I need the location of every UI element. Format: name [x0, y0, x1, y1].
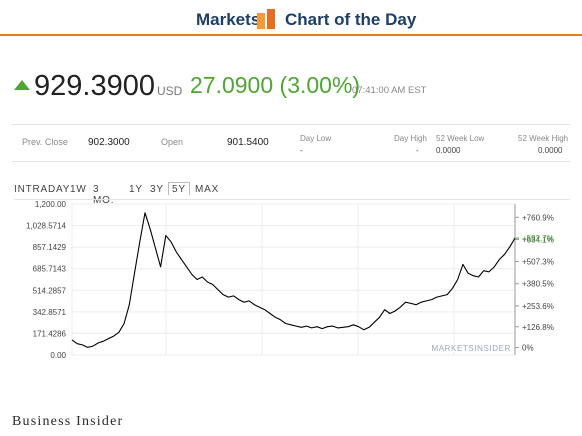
tab-5y[interactable]: 5Y	[168, 182, 190, 195]
y-axis-tick-label: 1,200.00	[35, 200, 67, 209]
quote-row: 929.3900 USD 27.0900 (3.00%) 07:41:00 AM…	[0, 70, 582, 106]
business-insider-footer: Business Insider	[12, 414, 124, 429]
day-low-label: Day Low	[300, 134, 332, 143]
currency-label: USD	[157, 84, 183, 98]
day-high-label: Day High	[394, 134, 427, 143]
quote-time: 07:41:00 AM EST	[352, 85, 427, 96]
tab-intraday[interactable]: INTRADAY	[14, 184, 71, 195]
chart-of-the-day-title: Chart of the Day	[285, 10, 417, 29]
y-axis-tick-label: 171.4286	[33, 329, 67, 338]
y-axis-tick-label: 342.8571	[33, 308, 67, 317]
last-price: 929.3900	[34, 70, 155, 102]
open-value: 901.5400	[227, 137, 269, 148]
52wk-high-value: 0.0000	[538, 146, 563, 155]
tab-1y[interactable]: 1Y	[129, 184, 143, 195]
right-axis-tick-label: +253.6%	[522, 302, 554, 311]
right-axis-tick-label: +634.1%	[522, 235, 554, 244]
tab-1w[interactable]: 1W	[70, 184, 87, 195]
price-series-line	[71, 212, 516, 348]
right-axis-tick-label: +760.9%	[522, 213, 554, 222]
prev-close-value: 902.3000	[88, 137, 130, 148]
52wk-low-label: 52 Week Low	[436, 134, 485, 143]
tab-3y[interactable]: 3Y	[150, 184, 164, 195]
right-axis-tick-label: +507.3%	[522, 258, 554, 267]
day-low-value: -	[300, 146, 303, 155]
markets-insider-watermark: MARKETSINSIDER	[431, 344, 511, 353]
right-axis-tick-label: +126.8%	[522, 323, 554, 332]
prev-close-label: Prev. Close	[22, 137, 68, 147]
header: Markets Chart of the Day	[0, 0, 582, 42]
markets-chart-logo-icon	[257, 9, 277, 29]
price-change: 27.0900 (3.00%)	[190, 72, 361, 98]
up-arrow-icon	[14, 80, 30, 90]
tabs-divider	[14, 199, 570, 200]
y-axis-tick-label: 857.1429	[33, 243, 67, 252]
y-axis-tick-label: 514.2857	[33, 286, 67, 295]
y-axis-tick-label: 685.7143	[33, 265, 67, 274]
markets-label[interactable]: Markets	[196, 10, 261, 29]
52wk-high-label: 52 Week High	[518, 134, 569, 143]
open-label: Open	[161, 137, 184, 147]
current-value-label: +582.7%	[522, 234, 554, 243]
stats-bar: Prev. Close 902.3000 Open 901.5400 Day L…	[12, 124, 570, 162]
right-axis-tick-label: +380.5%	[522, 280, 554, 289]
right-axis-tick-label: 0%	[522, 344, 534, 353]
tab-3mo[interactable]: 3 MO.	[93, 184, 115, 206]
y-axis-tick-label: 1,028.5714	[26, 222, 67, 231]
52wk-low-value: 0.0000	[436, 146, 461, 155]
header-divider	[0, 34, 582, 36]
price-chart: 1,200.00 1,028.5714 857.1429 685.7143 514.28…	[26, 200, 554, 360]
tab-max[interactable]: MAX	[195, 184, 220, 195]
day-high-value: -	[416, 146, 419, 155]
y-axis-tick-label: 0.00	[50, 351, 66, 360]
